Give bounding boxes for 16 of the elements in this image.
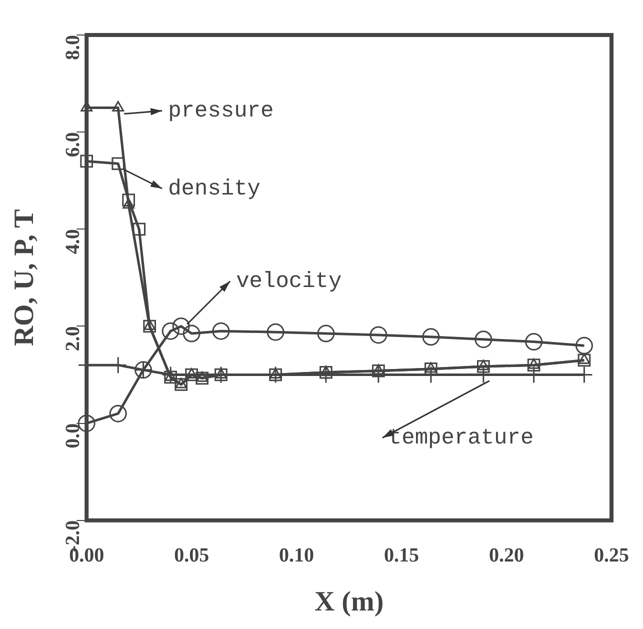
x-tick-label: 0.05 bbox=[174, 544, 210, 567]
y-axis-title: RO, U, P, T bbox=[9, 208, 40, 346]
series-label: temperature bbox=[388, 426, 534, 451]
x-tick-label: 0.15 bbox=[384, 544, 420, 567]
x-tick-label: 0.10 bbox=[279, 544, 314, 567]
series-label: velocity bbox=[236, 269, 342, 294]
y-tick-label: 6.0 bbox=[62, 132, 84, 158]
x-axis-title: X (m) bbox=[314, 586, 384, 618]
series-label: density bbox=[168, 176, 261, 202]
x-tick-label: 0.25 bbox=[594, 544, 629, 567]
y-tick-label: 4.0 bbox=[62, 229, 84, 254]
x-tick-label: 0.20 bbox=[489, 544, 524, 567]
y-tick-label: 8.0 bbox=[62, 35, 84, 60]
y-tick-label: 0.0 bbox=[62, 423, 84, 448]
y-tick-label: 2.0 bbox=[62, 326, 84, 352]
text: pressure bbox=[168, 98, 274, 124]
